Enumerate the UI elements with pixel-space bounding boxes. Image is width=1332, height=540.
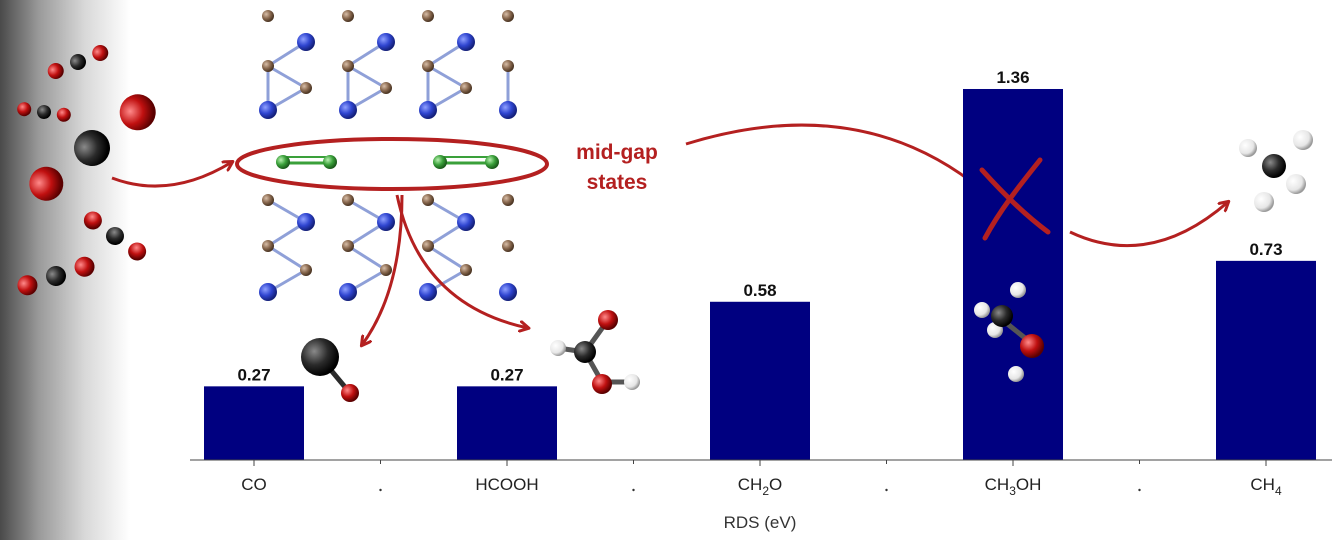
- value-label-ch4: 0.73: [1249, 240, 1282, 259]
- boron-atom: [422, 194, 434, 206]
- x-tick-label-co: CO: [241, 475, 267, 494]
- x-tick-label-hcooh: HCOOH: [475, 475, 538, 494]
- ch4-molecule: [1239, 130, 1313, 212]
- x-axis-title: RDS (eV): [724, 513, 797, 532]
- boron-atom: [502, 60, 514, 72]
- bar-co: [204, 386, 304, 460]
- boron-atom: [422, 60, 434, 72]
- to-ch4-arrow: [1069, 202, 1228, 248]
- nitrogen-atom: [259, 101, 277, 119]
- value-label-ch2o: 0.58: [743, 281, 776, 300]
- defect-carbon-atom: [433, 155, 447, 169]
- left-gradient-background: [0, 0, 130, 540]
- value-label-co: 0.27: [237, 365, 270, 384]
- bar-ch4: [1216, 260, 1316, 460]
- x-axis-tick-labels: CO HCOOH CH2O CH3OH CH4: [241, 475, 1282, 498]
- boron-atom: [262, 10, 274, 22]
- boron-atom: [460, 82, 472, 94]
- blocked-x-mark: [979, 157, 1051, 241]
- nitrogen-atom: [377, 33, 395, 51]
- value-label-hcooh: 0.27: [490, 365, 523, 384]
- minor-tick-dot: [1138, 488, 1141, 492]
- nitrogen-atom: [297, 33, 315, 51]
- boron-atom: [422, 10, 434, 22]
- ch3oh-molecule: [974, 282, 1044, 382]
- bar-ch2o: [710, 301, 810, 460]
- defect-ellipse: [235, 137, 549, 191]
- hbn-lattice-illustration: [259, 10, 517, 301]
- nitrogen-atom: [377, 213, 395, 231]
- nitrogen-atom: [339, 283, 357, 301]
- co2-molecules: [17, 45, 156, 296]
- nitrogen-atom: [419, 101, 437, 119]
- boron-atom: [262, 60, 274, 72]
- nitrogen-atom: [259, 283, 277, 301]
- boron-atom: [342, 240, 354, 252]
- mid-gap-label: mid-gap: [576, 141, 658, 164]
- x-tick-label-ch3oh: CH3OH: [985, 475, 1042, 498]
- to-ch3oh-curve: [685, 123, 983, 192]
- x-axis-ticks: [253, 460, 1267, 492]
- states-label: states: [587, 171, 648, 194]
- co2-molecule-small-4: [17, 256, 95, 296]
- nitrogen-atom: [419, 283, 437, 301]
- boron-atom: [300, 264, 312, 276]
- nitrogen-atom: [499, 283, 517, 301]
- co-molecule: [301, 338, 359, 402]
- boron-atom: [342, 60, 354, 72]
- hcooh-molecule: [550, 310, 640, 394]
- nitrogen-atom: [457, 213, 475, 231]
- boron-atom: [342, 10, 354, 22]
- co2-molecule-small-2: [17, 102, 71, 122]
- boron-atom: [460, 264, 472, 276]
- boron-atom: [422, 240, 434, 252]
- defect-carbon-atom: [485, 155, 499, 169]
- boron-atom: [380, 82, 392, 94]
- defect-carbon-atom: [323, 155, 337, 169]
- nitrogen-atom: [339, 101, 357, 119]
- defect-carbon-atom: [276, 155, 290, 169]
- bars: [204, 88, 1316, 460]
- boron-atom: [380, 264, 392, 276]
- boron-atom: [262, 194, 274, 206]
- value-labels: 0.27 0.27 0.58 1.36 0.73: [237, 68, 1282, 384]
- x-tick-label-ch2o: CH2O: [738, 475, 782, 498]
- mid-gap-annotation: mid-gap states: [111, 123, 1228, 345]
- co2-molecule-small-3: [83, 211, 147, 261]
- lattice-bonds: [266, 40, 510, 294]
- bar-hcooh: [457, 386, 557, 460]
- to-hcooh-arrow: [395, 194, 528, 328]
- nitrogen-atom: [457, 33, 475, 51]
- lattice-atoms: [259, 10, 517, 301]
- value-label-ch3oh: 1.36: [996, 68, 1029, 87]
- boron-atom: [262, 240, 274, 252]
- co2-molecule-small-1: [47, 45, 109, 79]
- boron-atom: [342, 194, 354, 206]
- defect-carbon-chain: [276, 155, 499, 169]
- boron-atom: [502, 10, 514, 22]
- boron-atom: [502, 240, 514, 252]
- minor-tick-dot: [379, 488, 382, 492]
- minor-tick-dot: [885, 488, 888, 492]
- boron-atom: [502, 194, 514, 206]
- bar-ch3oh: [963, 88, 1063, 460]
- x-tick-label-ch4: CH4: [1250, 475, 1282, 498]
- boron-atom: [300, 82, 312, 94]
- co2-molecule-large: [29, 94, 156, 201]
- co2-to-lattice-arrow: [111, 162, 232, 188]
- minor-tick-dot: [632, 488, 635, 492]
- nitrogen-atom: [499, 101, 517, 119]
- nitrogen-atom: [297, 213, 315, 231]
